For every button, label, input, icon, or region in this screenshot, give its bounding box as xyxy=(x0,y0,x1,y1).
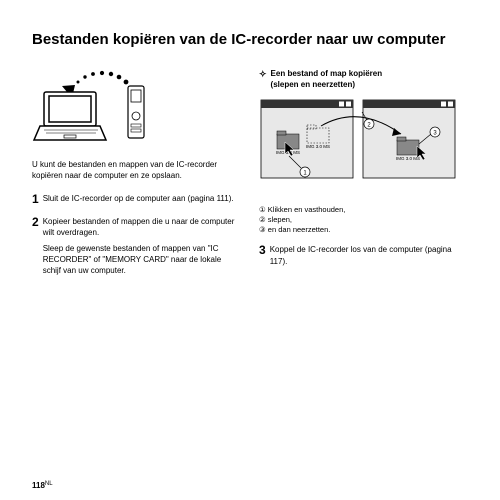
tip-heading: ✧ Een bestand of map kopiëren (slepen en… xyxy=(259,68,468,90)
step-text: Kopieer bestanden of mappen die u naar d… xyxy=(43,216,241,238)
legend-line-1: ① Klikken en vasthouden, xyxy=(259,205,468,215)
step-number: 2 xyxy=(32,216,39,276)
page-num-value: 118 xyxy=(32,481,45,490)
step-detail: Sleep de gewenste bestanden of mappen va… xyxy=(43,243,241,277)
page-number: 118NL xyxy=(32,481,53,490)
left-column: U kunt de bestanden en mappen van de IC-… xyxy=(32,68,241,285)
legend-line-3: ③ en dan neerzetten. xyxy=(259,225,468,235)
tip-line1: Een bestand of map kopiëren xyxy=(271,68,383,79)
step-1: 1 Sluit de IC-recorder op de computer aa… xyxy=(32,193,241,208)
svg-text:IMG 3.0 MS: IMG 3.0 MS xyxy=(396,156,420,161)
right-column: ✧ Een bestand of map kopiëren (slepen en… xyxy=(259,68,468,285)
lightbulb-icon: ✧ xyxy=(259,68,267,81)
page-num-suffix: NL xyxy=(45,481,53,487)
legend-line-2: ② slepen, xyxy=(259,215,468,225)
drag-drop-figure: IMG 3.0 MS IMG 3.0 MS xyxy=(259,96,468,199)
page-title: Bestanden kopiëren van de IC-recorder na… xyxy=(32,30,468,50)
figure-legend: ① Klikken en vasthouden, ② slepen, ③ en … xyxy=(259,205,468,234)
step-number: 1 xyxy=(32,193,39,208)
content-columns: U kunt de bestanden en mappen van de IC-… xyxy=(32,68,468,285)
intro-text: U kunt de bestanden en mappen van de IC-… xyxy=(32,159,241,181)
step-number: 3 xyxy=(259,244,266,270)
svg-text:IMG 3.0 MS: IMG 3.0 MS xyxy=(306,144,330,149)
tip-line2: (slepen en neerzetten) xyxy=(271,79,383,90)
step-3: 3 Koppel de IC-recorder los van de compu… xyxy=(259,244,468,270)
step-2: 2 Kopieer bestanden of mappen die u naar… xyxy=(32,216,241,276)
step-text: Sluit de IC-recorder op de computer aan … xyxy=(43,193,241,204)
step-text: Koppel de IC-recorder los van de compute… xyxy=(270,244,468,266)
laptop-figure xyxy=(32,68,241,149)
